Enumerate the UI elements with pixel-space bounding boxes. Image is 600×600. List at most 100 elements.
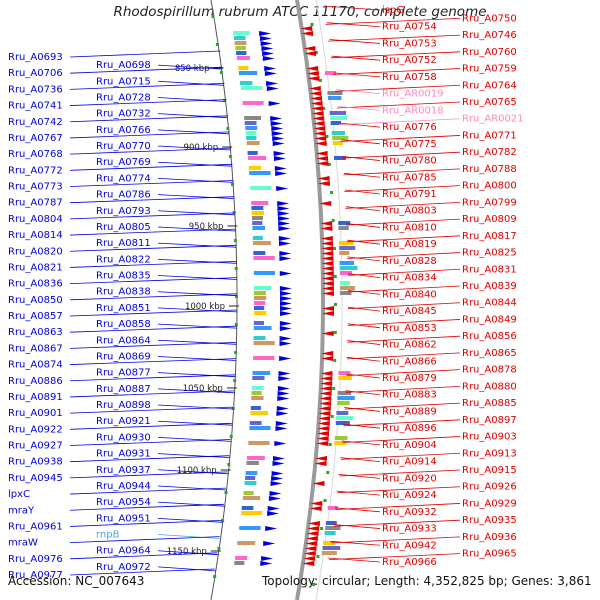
tick-mark [332, 387, 336, 390]
gene-block [247, 151, 258, 155]
gene-arrow [266, 86, 279, 91]
tick-mark [227, 463, 231, 466]
gene-label: Rru_A0889 [382, 406, 437, 417]
gene-arrow [317, 426, 330, 431]
gene-label: Rru_A0773 [8, 182, 63, 193]
gene-arrow [272, 136, 285, 141]
gene-label: Rru_A0965 [462, 549, 517, 560]
label-leader-line [69, 228, 236, 236]
label-leader-line [347, 273, 381, 279]
gene-arrow [266, 81, 279, 86]
label-leader-line [157, 356, 237, 361]
gene-block [324, 531, 336, 535]
label-leader-line [69, 503, 224, 511]
gene-label: Rru_A0924 [382, 490, 437, 501]
gene-label: Rru_A0944 [96, 481, 151, 492]
gene-block [239, 526, 261, 530]
label-leader-line [342, 423, 381, 429]
gene-block [249, 426, 271, 430]
gene-label: Rru_A0758 [382, 72, 437, 83]
gene-block [246, 461, 259, 465]
gene-block [251, 211, 264, 215]
gene-block [334, 436, 348, 440]
topology-text: Topology: circular; Length: 4,352,825 bp… [262, 574, 592, 588]
gene-arrow [321, 266, 334, 271]
gene-label: Rru_A0885 [462, 398, 517, 409]
gene-arrow [319, 396, 332, 401]
label-leader-line [345, 385, 461, 393]
gene-label: Rru_A0945 [8, 473, 63, 484]
gene-arrow [317, 431, 329, 436]
gene-block [328, 96, 342, 100]
gene-label: Rru_A0897 [462, 415, 517, 426]
label-leader-line [334, 507, 381, 513]
label-leader-line [69, 487, 226, 495]
gene-block [338, 226, 349, 230]
gene-label: Rru_A0835 [96, 271, 151, 282]
gene-label: Rru_A0838 [96, 287, 151, 298]
gene-label: Rru_A0840 [382, 289, 437, 300]
gene-block [251, 396, 264, 400]
gene-arrow [268, 496, 281, 501]
label-leader-line [157, 291, 238, 297]
gene-label: Rru_A0867 [8, 343, 63, 354]
gene-block [322, 546, 341, 550]
gene-label: Rru_A0915 [462, 465, 517, 476]
gene-arrow [319, 391, 332, 396]
gene-label: Rru_A0754 [382, 22, 437, 33]
genome-backbone [295, 0, 325, 600]
label-leader-line [341, 139, 381, 145]
gene-block [253, 321, 264, 325]
gene-label: Rru_A0831 [462, 264, 517, 275]
gene-label: Rru_A0932 [382, 507, 437, 518]
gene-label: lpxC [8, 489, 30, 500]
gene-block [248, 156, 267, 160]
label-leader-line [157, 323, 237, 329]
gene-block [252, 216, 263, 220]
gene-label: Rru_A0920 [382, 473, 437, 484]
gene-block [325, 526, 341, 530]
gene-block [327, 506, 338, 510]
label-leader-line [157, 372, 236, 378]
gene-block [233, 31, 250, 35]
gene-block [245, 476, 256, 480]
gene-block [236, 56, 250, 60]
gene-label: Rru_A0972 [96, 562, 151, 573]
outer-track-line [210, 0, 238, 600]
gene-block [235, 556, 248, 560]
label-leader-line [346, 223, 381, 228]
label-leader-line [157, 550, 219, 556]
tick-mark [224, 491, 228, 494]
gene-label: Rru_A0954 [96, 497, 151, 508]
gene-block [250, 186, 272, 190]
gene-arrow [274, 441, 287, 446]
label-leader-line [342, 156, 381, 161]
gene-arrow [280, 296, 292, 301]
gene-label: Rru_A0976 [8, 554, 63, 565]
gene-block [248, 166, 261, 170]
tick-mark [326, 471, 330, 474]
gene-label: Rru_A0933 [382, 524, 437, 535]
gene-arrow [303, 46, 316, 51]
label-leader-line [333, 72, 381, 78]
gene-label: Rru_A0901 [8, 408, 63, 419]
gene-arrow [278, 221, 291, 226]
gene-arrow [278, 216, 290, 221]
label-leader-line [69, 520, 222, 527]
label-leader-line [157, 178, 233, 183]
gene-block [236, 51, 247, 55]
label-leader-line [157, 242, 237, 248]
gene-arrow [320, 376, 333, 381]
gene-arrow [279, 336, 292, 341]
gene-arrow [276, 186, 289, 191]
label-leader-line [347, 290, 381, 295]
gene-arrow [315, 151, 328, 156]
gene-arrow [273, 151, 286, 156]
gene-block [254, 296, 267, 300]
label-leader-line [341, 440, 381, 446]
label-leader-line [337, 486, 461, 494]
tick-mark [231, 183, 234, 186]
gene-arrow [274, 156, 286, 161]
gene-label: ispG [382, 5, 404, 16]
